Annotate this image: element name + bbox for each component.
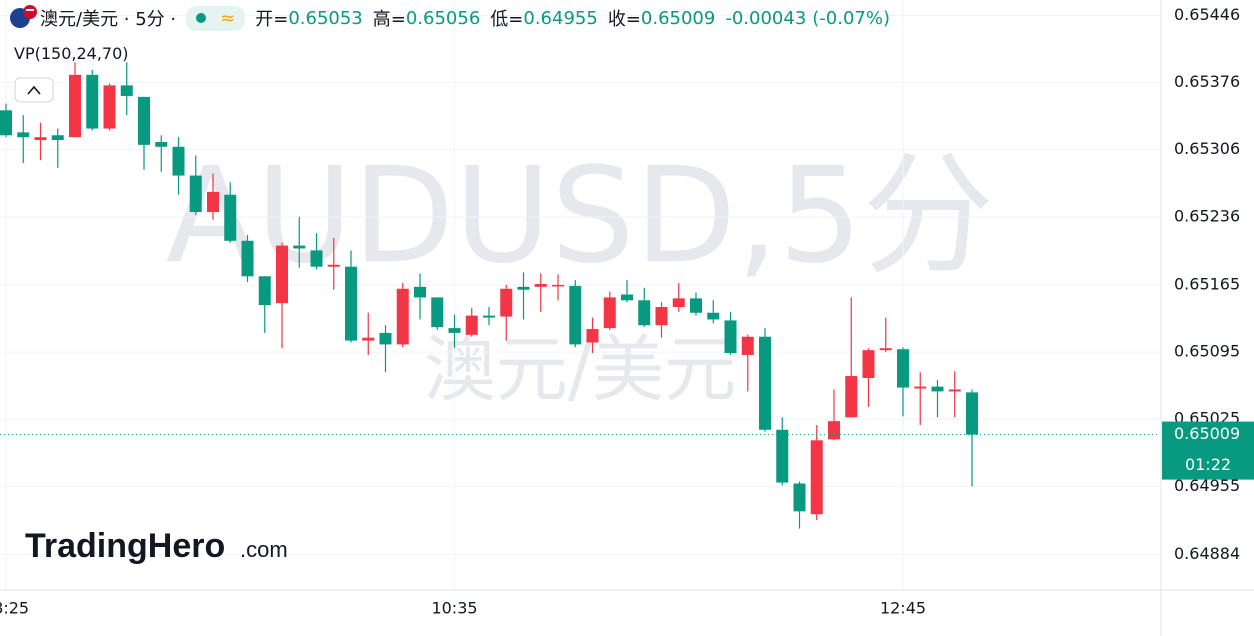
candle-body [948,389,961,392]
candle-body [448,328,461,333]
candle-body [379,332,392,345]
candle-body [17,132,30,138]
collapse-icon [27,85,41,95]
symbol[interactable]: 澳元/美元 · 5分 · [40,9,177,30]
candle-body [879,348,892,351]
candle-body [655,306,668,326]
high-value: 0.65056 [405,7,481,29]
candle-body [672,298,685,307]
candle-body [431,297,444,328]
candle-body [707,312,720,320]
candle-body [362,337,375,341]
y-tick-label: 0.65306 [1174,139,1240,158]
candle-body [258,276,271,306]
candle-body [724,320,737,354]
candle-body [483,315,495,318]
countdown: 01:22 [1185,455,1231,474]
collapse-button[interactable] [14,77,54,103]
candle-body [86,74,99,129]
change: -0.00043 [725,7,807,29]
candle-body [414,286,426,298]
x-tick-label: 10:35 [431,599,477,618]
candle-body [0,110,12,136]
high-label: 高= [372,9,406,30]
candle-body [603,297,616,329]
mode-icon: ≈ [220,7,236,29]
candle-body [966,392,978,435]
last-price-label: 0.65009 [1174,424,1240,443]
y-tick-label: 0.64955 [1174,476,1240,495]
candle-body [51,135,64,141]
candle-body [621,294,633,301]
candle-body [293,245,306,249]
logo-suffix: .com [240,537,288,562]
y-tick-label: 0.65095 [1174,342,1240,361]
candle-body [759,336,771,430]
candle-body [103,85,116,129]
low-value: 0.64955 [523,7,598,29]
candle-body [862,350,875,378]
candle-body [517,286,530,290]
close-label: 收= [607,9,641,30]
candle-body [465,315,478,335]
candle-body [741,336,754,355]
last-price-box [1162,421,1254,480]
candle-body [120,85,133,96]
x-tick-label: 12:45 [880,599,926,618]
change-pct: (-0.07%) [812,7,891,29]
candle-body [138,96,150,145]
candle-body [500,288,513,317]
candle-body [793,483,806,512]
candle-body [241,240,254,277]
low-label: 低= [490,9,524,30]
candle-body [931,386,944,392]
candle-body [534,283,547,287]
candle-body [172,146,185,176]
axes: 0.65446 0.65376 0.65306 0.65236 0.65165 0.650… [0,5,1254,618]
status-dot [196,13,207,23]
watermark-symbol: AUDUSD,5分 [166,139,995,293]
grid [0,0,1160,590]
y-tick-label: 0.65236 [1174,206,1240,225]
candle-body [586,329,599,343]
candle-body [828,421,840,440]
candle-body [224,194,237,241]
candles [0,62,1160,529]
candle-body [914,386,927,389]
logo: TradingHero [25,527,225,565]
candle-body [34,137,47,141]
open-label: 开= [255,9,289,30]
candle-body [155,141,168,147]
candle-body [690,298,702,313]
x-tick-label: 08:25 [0,599,29,618]
candle-body [345,266,357,341]
market-status[interactable]: ≈ [186,5,246,31]
close-value: 0.65009 [640,7,716,29]
candle-body [189,175,202,213]
y-tick-label: 0.64884 [1174,544,1240,563]
candle-body [810,440,823,515]
candle-body [69,74,81,138]
candle-body [310,250,323,267]
candle-body [552,284,564,287]
flag-icon [10,5,37,28]
candle-body [327,264,340,267]
candle-body [776,429,789,483]
open-value: 0.65053 [288,7,363,29]
y-tick-label: 0.65165 [1174,274,1240,293]
indicator-label[interactable]: VP(150,24,70) [14,44,129,63]
candle-body [845,376,858,418]
y-tick-label: 0.65376 [1174,72,1240,91]
candle-body [569,285,582,345]
header: 澳元/美元 · 5分 · ≈ 开= 0.65053 高= 0.65056 低= 0.6… [0,0,900,36]
candle-body [396,288,409,345]
candle-body [207,191,219,213]
candle-body [276,245,288,304]
candle-body [897,349,909,388]
candle-body [638,300,651,326]
y-tick-label: 0.65446 [1174,5,1240,24]
